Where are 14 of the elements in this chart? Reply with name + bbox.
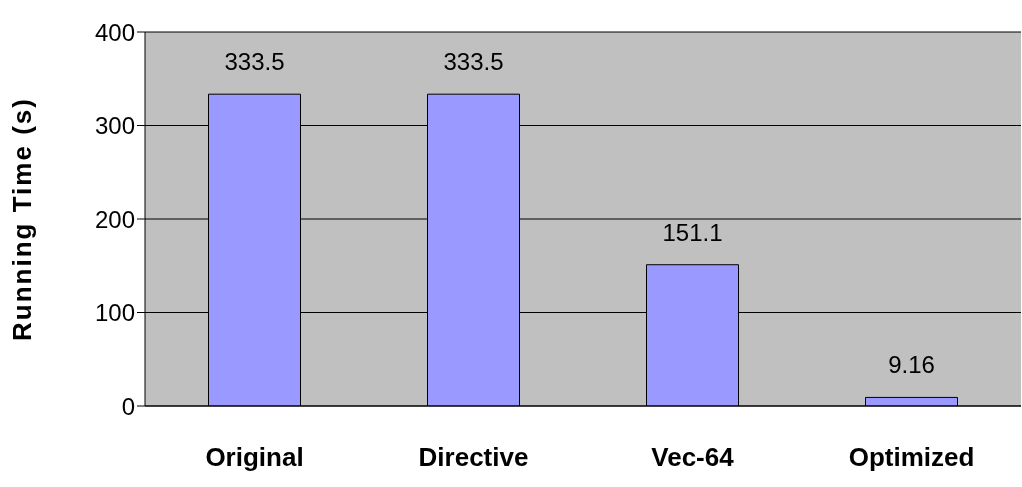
data-label: 151.1: [662, 218, 723, 246]
x-tick-label: Directive: [418, 442, 529, 473]
y-tick-label: 200: [94, 205, 135, 233]
x-tick-label: Optimized: [848, 442, 975, 473]
x-tick-label: Vec-64: [651, 442, 735, 473]
x-tick-label: Original: [205, 442, 304, 473]
y-tick-label: 100: [94, 299, 135, 327]
data-label: 9.16: [888, 351, 935, 379]
data-label: 333.5: [224, 48, 285, 76]
y-tick-label: 300: [94, 112, 135, 140]
y-axis-title: Running Time (s): [7, 97, 38, 341]
data-label: 333.5: [443, 48, 504, 76]
y-tick-label: 400: [94, 18, 135, 46]
y-tick-label: 0: [121, 392, 135, 420]
